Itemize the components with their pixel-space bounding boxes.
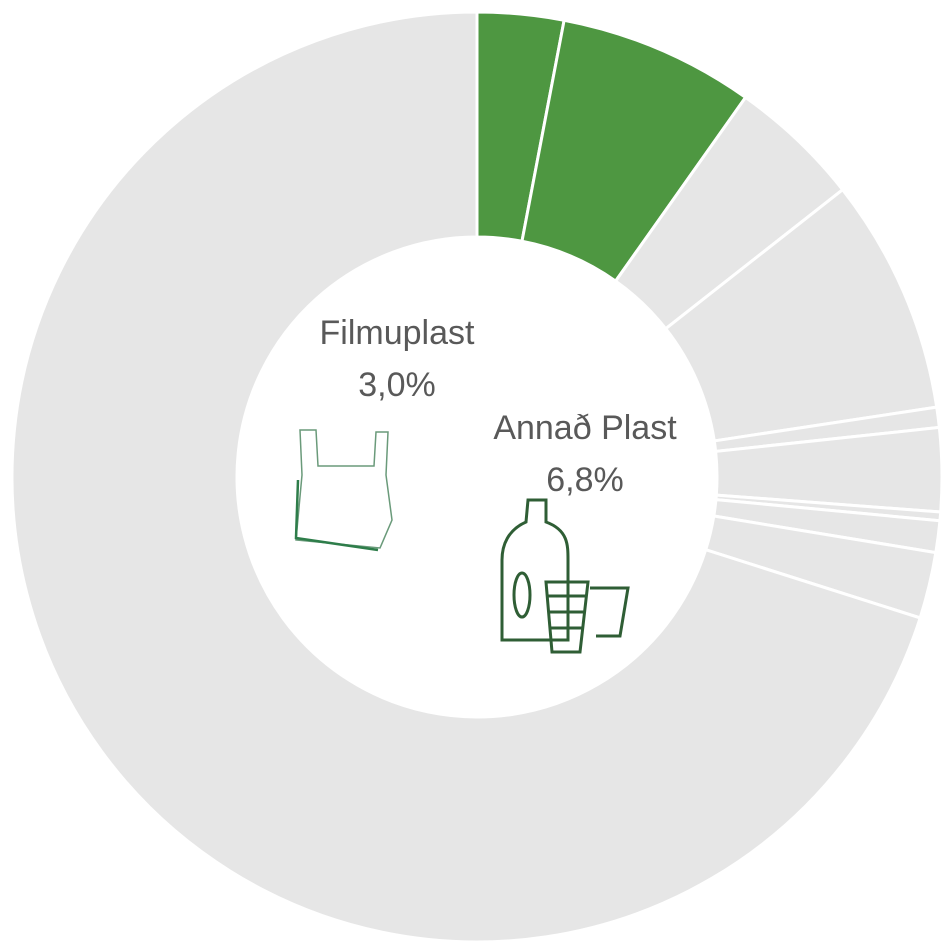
slice-value-label: 6,8% [546,461,624,499]
bottles-icon [500,498,630,654]
slice-label: Annað Plast [493,409,677,447]
slice-value-label: 3,0% [358,366,436,404]
slices [10,10,941,944]
slice-label: Filmuplast [320,314,475,352]
bag-icon [294,429,393,552]
